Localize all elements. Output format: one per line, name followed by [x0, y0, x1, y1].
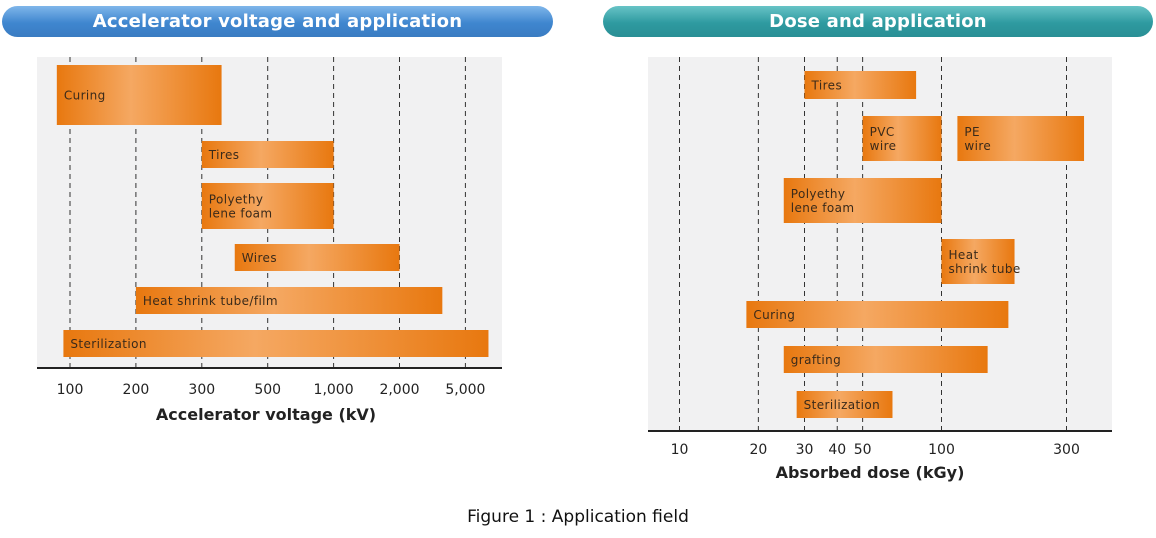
right-x-tick-label: 300	[1053, 442, 1080, 458]
right-bar-6-label: grafting	[791, 353, 841, 367]
left-x-tick-label: 100	[57, 382, 84, 398]
left-x-tick-label: 5,000	[445, 382, 485, 398]
right-bar-0-label: Tires	[811, 79, 843, 93]
right-x-tick-label: 40	[828, 442, 846, 458]
left-chart: 100 200 300 500 1,000 2,000 5,000 Accelerator v…	[37, 57, 502, 424]
left-bar-1-label: Tires	[208, 148, 240, 162]
right-x-tick-label: 30	[796, 442, 814, 458]
left-bar-0-label: Curing	[64, 89, 106, 103]
right-bar-5-label: Curing	[753, 308, 795, 322]
left-x-tick-label: 300	[188, 382, 215, 398]
left-x-tick-label: 2,000	[379, 382, 419, 398]
left-bar-2-label: Polyethy lene foam	[209, 193, 273, 221]
right-bar-1-label: PVC wire	[870, 125, 897, 153]
right-x-tick-label: 10	[671, 442, 689, 458]
right-x-tick-label: 50	[854, 442, 872, 458]
right-chart: 10 20 30 40 50 100 300 Absorbed dose (kGy) Tires…	[648, 57, 1112, 482]
right-plot-area	[648, 57, 1112, 431]
right-bar-7-label: Sterilization	[804, 398, 880, 412]
left-x-axis-title: Accelerator voltage (kV)	[156, 405, 376, 424]
right-x-axis-title: Absorbed dose (kGy)	[776, 463, 965, 482]
left-x-tick-label: 1,000	[314, 382, 354, 398]
right-bar-3-label: Polyethy lene foam	[791, 187, 855, 215]
left-bar-3-label: Wires	[242, 251, 277, 265]
figure-caption: Figure 1 : Application field	[0, 507, 1156, 527]
left-bar-4-label: Heat shrink tube/film	[143, 294, 278, 308]
left-bar-5-label: Sterilization	[70, 337, 146, 351]
right-x-tick-label: 100	[928, 442, 955, 458]
application-field-charts: 100 200 300 500 1,000 2,000 5,000 Accelerator v…	[0, 0, 1156, 538]
left-x-tick-label: 500	[254, 382, 281, 398]
right-x-tick-label: 20	[749, 442, 767, 458]
left-x-tick-label: 200	[123, 382, 150, 398]
